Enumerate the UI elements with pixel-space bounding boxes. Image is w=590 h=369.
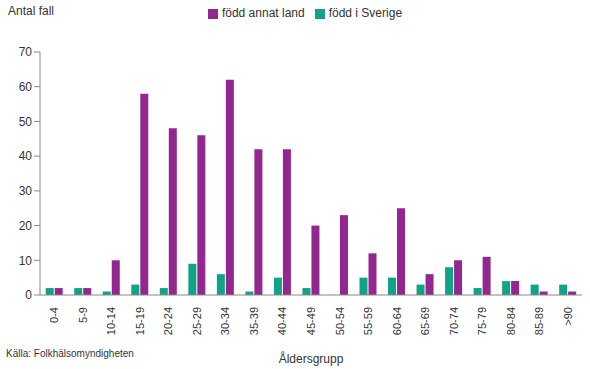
- svg-text:0: 0: [25, 288, 32, 302]
- svg-text:35-39: 35-39: [248, 307, 260, 335]
- svg-text:15-19: 15-19: [134, 307, 146, 335]
- svg-text:10: 10: [19, 254, 33, 268]
- svg-text:45-49: 45-49: [305, 307, 317, 335]
- svg-text:60-64: 60-64: [391, 307, 403, 335]
- svg-text:80-84: 80-84: [505, 307, 517, 335]
- svg-text:>90: >90: [562, 307, 574, 326]
- html-text:Antal fall: Antal fall: [8, 4, 54, 18]
- svg-text:20: 20: [19, 219, 33, 233]
- svg-text:55-59: 55-59: [362, 307, 374, 335]
- svg-text:0-4: 0-4: [48, 307, 60, 323]
- svg-text:10-14: 10-14: [105, 307, 117, 335]
- svg-text:50: 50: [19, 115, 33, 129]
- svg-text:65-69: 65-69: [419, 307, 431, 335]
- svg-text:25-29: 25-29: [191, 307, 203, 335]
- svg-text:30: 30: [19, 184, 33, 198]
- html-text:född annat land: född annat land: [221, 6, 305, 20]
- svg-text:75-79: 75-79: [476, 307, 488, 335]
- svg-text:85-89: 85-89: [533, 307, 545, 335]
- svg-text:40: 40: [19, 149, 33, 163]
- svg-text:40-44: 40-44: [276, 307, 288, 335]
- svg-text:60: 60: [19, 80, 33, 94]
- svg-text:50-54: 50-54: [334, 307, 346, 335]
- html-text:Källa: Folkhälsomyndigheten: Källa: Folkhälsomyndigheten: [6, 348, 134, 359]
- html-text:född i Sverige: född i Sverige: [328, 6, 403, 20]
- svg-text:20-24: 20-24: [162, 307, 174, 335]
- svg-text:Åldersgrupp: Åldersgrupp: [279, 351, 344, 366]
- svg-text:5-9: 5-9: [77, 307, 89, 323]
- svg-text:70-74: 70-74: [448, 307, 460, 335]
- svg-text:30-34: 30-34: [219, 307, 231, 335]
- svg-text:70: 70: [19, 45, 33, 59]
